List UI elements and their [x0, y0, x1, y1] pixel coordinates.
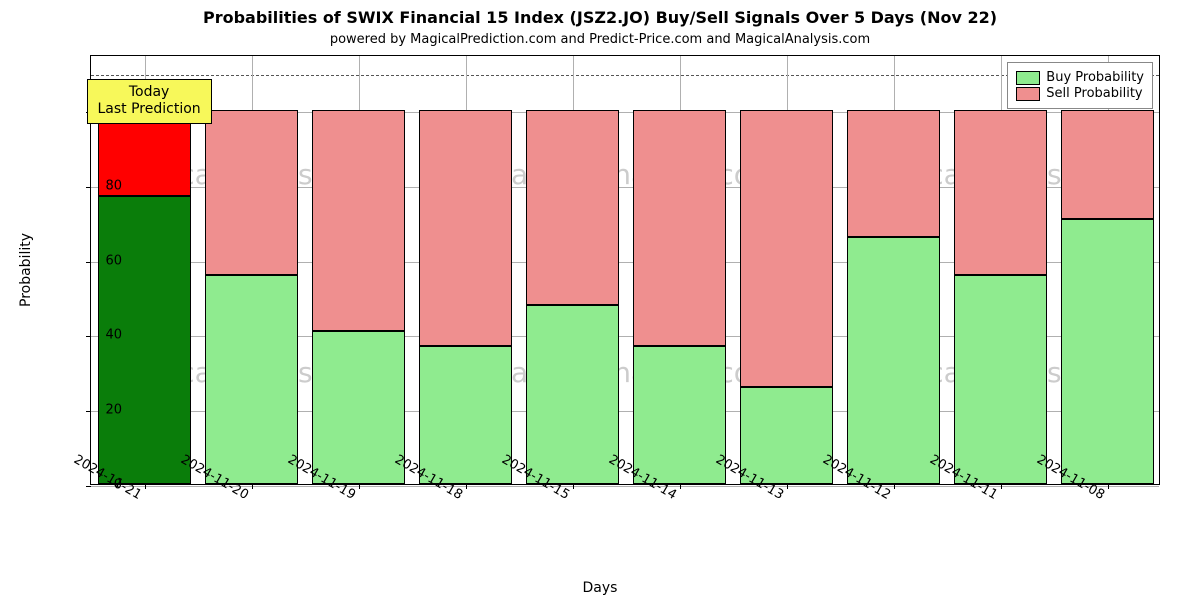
y-tick-label: 80: [82, 178, 122, 193]
chart-title: Probabilities of SWIX Financial 15 Index…: [0, 8, 1200, 27]
legend-label-buy: Buy Probability: [1046, 70, 1144, 85]
x-tick-mark: [466, 484, 467, 489]
bar-group: [954, 110, 1046, 484]
today-callout: TodayLast Prediction: [87, 79, 212, 124]
bar-segment-sell: [526, 110, 618, 304]
x-tick-mark: [1001, 484, 1002, 489]
legend-item-buy: Buy Probability: [1016, 70, 1144, 85]
bar-segment-sell: [1061, 110, 1153, 218]
bar-group: [312, 110, 404, 484]
bar-group: [205, 110, 297, 484]
bar-segment-sell: [847, 110, 939, 237]
bar-group: [740, 110, 832, 484]
bar-segment-buy: [1061, 219, 1153, 484]
y-tick-label: 40: [82, 328, 122, 343]
x-tick-mark: [573, 484, 574, 489]
legend-swatch-buy: [1016, 71, 1040, 85]
legend-label-sell: Sell Probability: [1046, 86, 1142, 101]
bar-segment-sell: [205, 110, 297, 275]
x-tick-mark: [252, 484, 253, 489]
bar-group: [419, 110, 511, 484]
bar-segment-sell: [312, 110, 404, 331]
x-tick-mark: [145, 484, 146, 489]
bar-group: [847, 110, 939, 484]
bar-group: [526, 110, 618, 484]
bar-segment-sell: [740, 110, 832, 387]
bar-group: [98, 110, 190, 484]
y-tick-label: 60: [82, 253, 122, 268]
bar-group: [633, 110, 725, 484]
x-axis-label: Days: [0, 580, 1200, 596]
bar-group: [1061, 110, 1153, 484]
x-tick-mark: [787, 484, 788, 489]
y-axis-label: Probability: [18, 233, 34, 307]
callout-line2: Last Prediction: [98, 101, 201, 119]
x-tick-mark: [894, 484, 895, 489]
plot-area: Buy Probability Sell Probability Magical…: [90, 55, 1160, 485]
legend-item-sell: Sell Probability: [1016, 86, 1144, 101]
bar-segment-sell: [419, 110, 511, 346]
x-tick-mark: [1108, 484, 1109, 489]
bar-segment-sell: [633, 110, 725, 346]
chart-subtitle: powered by MagicalPrediction.com and Pre…: [0, 32, 1200, 47]
x-tick-mark: [359, 484, 360, 489]
legend: Buy Probability Sell Probability: [1007, 62, 1153, 109]
x-tick-mark: [680, 484, 681, 489]
legend-swatch-sell: [1016, 87, 1040, 101]
bar-segment-sell: [954, 110, 1046, 275]
y-tick-label: 20: [82, 403, 122, 418]
bar-segment-buy: [740, 387, 832, 484]
callout-line1: Today: [98, 84, 201, 102]
